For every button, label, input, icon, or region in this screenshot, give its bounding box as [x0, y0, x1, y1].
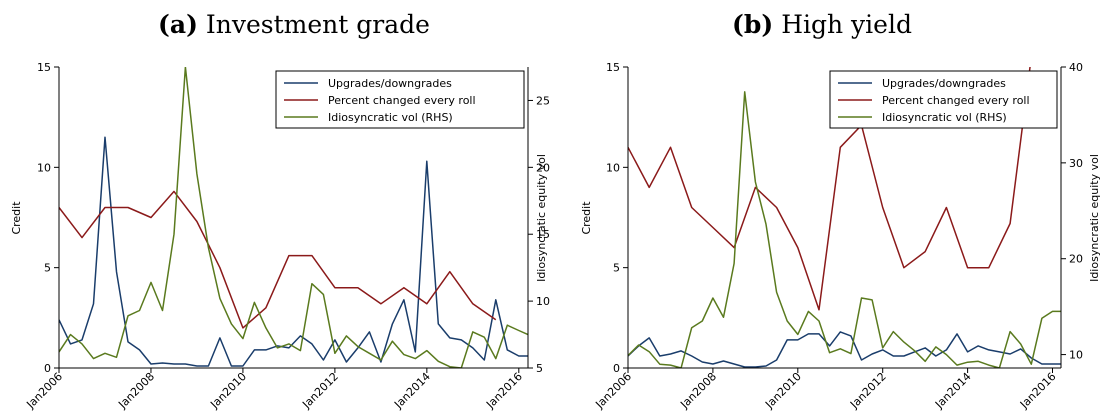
x-tick-label: Jan2014 — [932, 370, 974, 412]
y-axis-label: Credit — [10, 201, 23, 235]
y-axis-label: Credit — [580, 201, 593, 235]
y-tick-label: 0 — [44, 362, 51, 375]
y-tick-label: 10 — [606, 161, 620, 174]
y2-tick-label: 30 — [1069, 157, 1083, 170]
panel-title-text: High yield — [781, 10, 912, 39]
x-tick-label: Jan2012 — [299, 370, 341, 412]
panel-title: (b) High yield — [732, 10, 912, 39]
y2-tick-label: 25 — [536, 94, 550, 107]
y2-tick-label: 10 — [1069, 349, 1083, 362]
y-tick-label: 15 — [606, 61, 620, 74]
y-tick-label: 15 — [37, 61, 51, 74]
series-line-2 — [628, 67, 1031, 311]
legend: Upgrades/downgrades Percent changed every… — [275, 70, 525, 129]
legend-entry: Upgrades/downgrades — [882, 77, 1006, 90]
panel-tag: (b) — [732, 10, 773, 39]
series-line-3 — [628, 91, 1061, 368]
legend: Upgrades/downgrades Percent changed every… — [829, 70, 1058, 129]
x-tick-label: Jan2010 — [207, 370, 249, 412]
x-tick-label: Jan2006 — [592, 370, 634, 412]
legend-entry: Idiosyncratic vol (RHS) — [328, 111, 453, 124]
y2-tick-label: 5 — [536, 362, 543, 375]
x-tick-label: Jan2008 — [677, 370, 719, 412]
panel-title-text: Investment grade — [206, 10, 430, 39]
x-tick-label: Jan2010 — [762, 370, 804, 412]
y-tick-label: 10 — [37, 161, 51, 174]
x-tick-label: Jan2008 — [115, 370, 157, 412]
y2-tick-label: 40 — [1069, 61, 1083, 74]
x-tick-label: Jan2016 — [1017, 370, 1059, 412]
legend-entry: Percent changed every roll — [328, 94, 476, 107]
x-tick-label: Jan2016 — [483, 370, 525, 412]
y2-tick-label: 15 — [536, 228, 550, 241]
x-tick-label: Jan2012 — [847, 370, 889, 412]
panel-high-yield: (b) High yield Credit Idiosyncratic equit… — [580, 10, 1101, 412]
y2-axis-label: Idiosyncratic equity vol — [535, 154, 548, 282]
series-line-1 — [59, 136, 528, 367]
x-tick-label: Jan2006 — [23, 370, 65, 412]
series-line-2 — [59, 190, 497, 329]
y-tick-label: 5 — [44, 262, 51, 275]
legend-entry: Percent changed every roll — [882, 94, 1030, 107]
series-line-1 — [628, 331, 1061, 368]
series-line-3 — [59, 67, 528, 368]
panel-tag: (a) — [158, 10, 198, 39]
panel-title: (a) Investment grade — [158, 10, 430, 39]
y2-axis-label: Idiosyncratic equity vol — [1088, 154, 1101, 282]
y2-tick-label: 10 — [536, 295, 550, 308]
y2-tick-label: 20 — [1069, 253, 1083, 266]
y2-tick-label: 20 — [536, 161, 550, 174]
y-tick-label: 5 — [613, 262, 620, 275]
legend-entry: Idiosyncratic vol (RHS) — [882, 111, 1007, 124]
panel-investment-grade: (a) Investment grade Credit Idiosyncratic… — [10, 10, 550, 412]
legend-entry: Upgrades/downgrades — [328, 77, 452, 90]
y-tick-label: 0 — [613, 362, 620, 375]
x-tick-label: Jan2014 — [391, 370, 433, 412]
